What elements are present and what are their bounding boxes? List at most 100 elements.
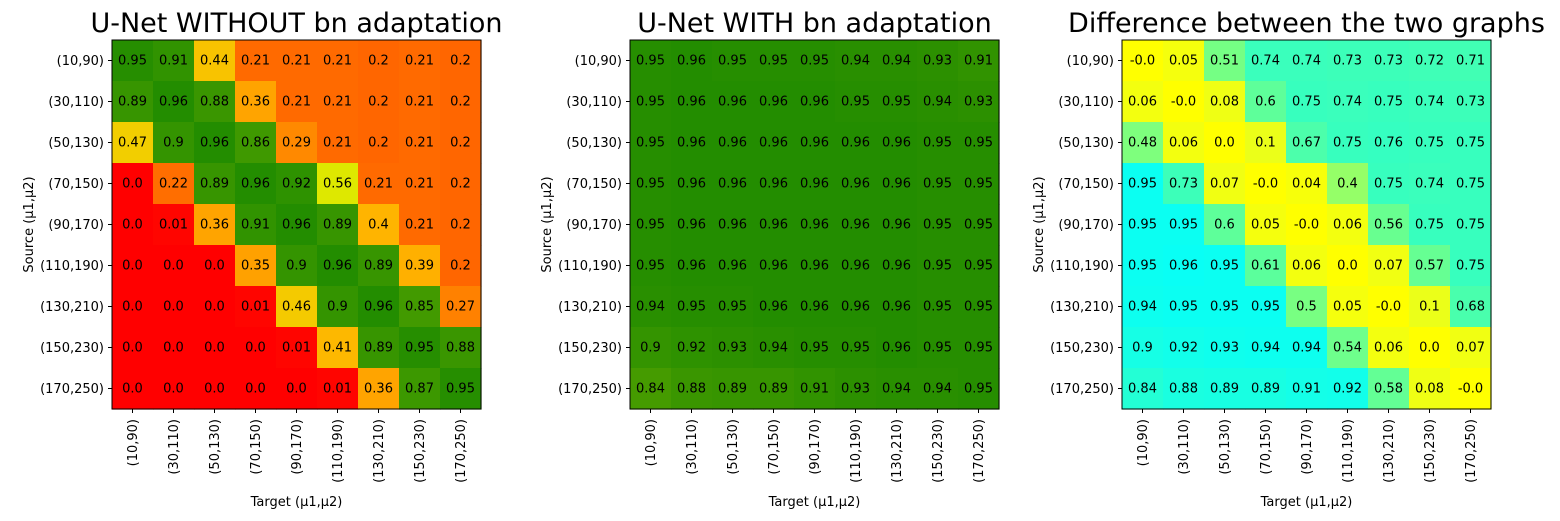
cell-value-label: 0.6 <box>1255 95 1276 110</box>
y-axis-label: Source (μ1,μ2) <box>1032 176 1047 272</box>
cell-value-label: 0.95 <box>800 54 829 69</box>
heatmap-cell <box>1450 245 1492 287</box>
heatmap-cell <box>235 204 277 246</box>
cell-value-label: 0.96 <box>800 136 829 151</box>
heatmap-cell <box>630 122 672 164</box>
cell-value-label: 0.73 <box>1169 177 1198 192</box>
heatmap-cell <box>1368 163 1410 205</box>
cell-value-label: 0.91 <box>964 54 993 69</box>
heatmap-cell <box>794 245 836 287</box>
cell-value-label: 0.95 <box>636 95 665 110</box>
heatmap-cell <box>399 204 441 246</box>
heatmap-cell <box>112 81 154 123</box>
x-tick-label: (30,110) <box>1177 419 1192 475</box>
cell-value-label: 0.93 <box>923 54 952 69</box>
cell-value-label: 0.92 <box>1333 382 1362 397</box>
cell-value-label: 0.95 <box>923 300 952 315</box>
cell-value-label: 0.21 <box>405 136 434 151</box>
cell-value-label: 0.95 <box>1210 259 1239 274</box>
cell-value-label: 0.35 <box>241 259 270 274</box>
heatmap-cell <box>317 204 359 246</box>
heatmap-cell <box>1286 122 1328 164</box>
heatmap-cell <box>958 368 1000 410</box>
heatmap-cell <box>276 122 318 164</box>
x-tick-label: (50,130) <box>208 419 223 475</box>
cell-value-label: 0.95 <box>636 54 665 69</box>
heatmap-cell <box>671 327 713 369</box>
cell-value-label: 0.96 <box>718 218 747 233</box>
heatmap-cell <box>1286 327 1328 369</box>
heatmap-cell <box>835 368 877 410</box>
heatmap-cell <box>630 245 672 287</box>
cell-value-label: -0.0 <box>1253 177 1278 192</box>
heatmap-cell <box>235 163 277 205</box>
heatmap-cell <box>1204 327 1246 369</box>
heatmap-cell <box>112 40 154 82</box>
cell-value-label: 0.96 <box>200 136 229 151</box>
heatmap-cell <box>1286 40 1328 82</box>
y-tick-label: (90,170) <box>1058 218 1114 233</box>
cell-value-label: 0.95 <box>636 177 665 192</box>
heatmap-cell <box>1204 81 1246 123</box>
cell-value-label: 0.9 <box>163 136 184 151</box>
heatmap-cell <box>1204 286 1246 328</box>
cell-value-label: 0.95 <box>964 136 993 151</box>
heatmap-cell <box>317 122 359 164</box>
cell-value-label: 0.89 <box>200 177 229 192</box>
heatmap-cell <box>712 40 754 82</box>
cell-value-label: 0.06 <box>1292 259 1321 274</box>
cell-value-label: 0.89 <box>718 382 747 397</box>
cell-value-label: 0.21 <box>241 54 270 69</box>
heatmap-cell <box>276 327 318 369</box>
heatmap-cell <box>671 286 713 328</box>
heatmap-cell <box>958 81 1000 123</box>
heatmap-cell <box>1245 163 1287 205</box>
cell-value-label: 0.89 <box>364 341 393 356</box>
y-tick-label: (50,130) <box>48 136 104 151</box>
cell-value-label: 0.56 <box>323 177 352 192</box>
cell-value-label: 0.67 <box>1292 136 1321 151</box>
heatmap-cell <box>753 245 795 287</box>
cell-value-label: 0.85 <box>405 300 434 315</box>
cell-value-label: 0.95 <box>1169 300 1198 315</box>
heatmap-cell <box>440 40 482 82</box>
heatmap-cell <box>1450 122 1492 164</box>
cell-value-label: 0.95 <box>718 300 747 315</box>
heatmap-cell <box>194 81 236 123</box>
cell-value-label: 0.75 <box>1456 218 1485 233</box>
heatmap-cell <box>1368 81 1410 123</box>
heatmap-cell <box>1409 368 1451 410</box>
cell-value-label: 0.73 <box>1333 54 1362 69</box>
heatmap-cell <box>1450 81 1492 123</box>
heatmap-cell <box>1163 40 1205 82</box>
heatmap-cell <box>1122 81 1164 123</box>
cell-value-label: 0.2 <box>450 95 471 110</box>
heatmap-cell <box>235 368 277 410</box>
heatmap-cell <box>440 204 482 246</box>
heatmap-cell <box>1204 122 1246 164</box>
y-tick-label: (50,130) <box>566 136 622 151</box>
cell-value-label: 0.51 <box>1210 54 1239 69</box>
heatmap-cell <box>1204 163 1246 205</box>
heatmap-cell <box>112 286 154 328</box>
heatmap-cell <box>1122 40 1164 82</box>
cell-value-label: 0.6 <box>1214 218 1235 233</box>
cell-value-label: 0.95 <box>636 259 665 274</box>
cell-value-label: 0.95 <box>759 54 788 69</box>
cell-value-label: 0.44 <box>200 54 229 69</box>
heatmap-cell <box>235 40 277 82</box>
heatmap-cell <box>317 163 359 205</box>
cell-value-label: 0.96 <box>718 136 747 151</box>
heatmap-cell <box>1245 286 1287 328</box>
heatmap-cell <box>112 245 154 287</box>
heatmap-cell <box>153 204 195 246</box>
cell-value-label: 0.96 <box>759 300 788 315</box>
cell-value-label: 0.93 <box>841 382 870 397</box>
y-tick-label: (110,190) <box>40 259 104 274</box>
x-axis-label: Target (μ1,μ2) <box>250 495 343 510</box>
y-tick-label: (30,110) <box>48 95 104 110</box>
cell-value-label: 0.0 <box>122 382 143 397</box>
x-tick-label: (70,150) <box>1259 419 1274 475</box>
heatmap-cell <box>153 81 195 123</box>
heatmap-cell <box>153 163 195 205</box>
